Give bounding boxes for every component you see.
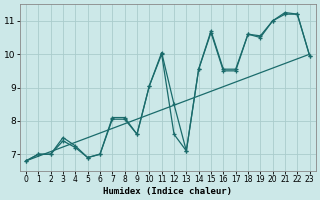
X-axis label: Humidex (Indice chaleur): Humidex (Indice chaleur) (103, 187, 232, 196)
